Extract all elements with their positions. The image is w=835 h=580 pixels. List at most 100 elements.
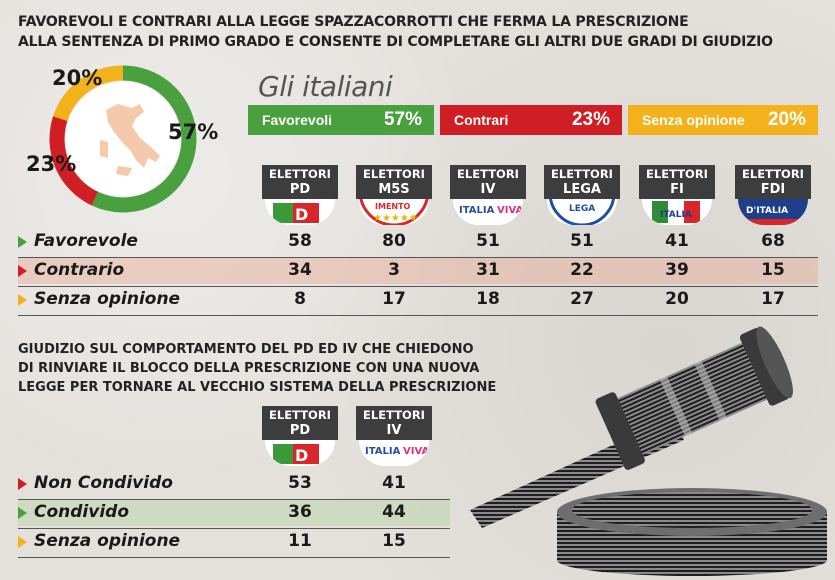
table1-cell: 39 — [665, 260, 689, 280]
donut-slice-senza — [53, 65, 124, 122]
summary-heading: Gli italiani — [258, 70, 393, 103]
table2-row: Condivido 36 44 — [18, 500, 450, 526]
summary-favorevoli: Favorevoli 57% — [248, 105, 434, 135]
table1-header-fi-line2: FI — [670, 182, 684, 197]
table1-row-label: Contrario — [34, 260, 125, 280]
main-title-line-1: FAVOREVOLI E CONTRARI ALLA LEGGE SPAZZAC… — [18, 14, 689, 30]
table1-row-marker-icon — [18, 265, 27, 277]
table1-row-marker-icon — [18, 294, 27, 306]
table1-cell: 15 — [761, 260, 785, 280]
table1-header-lega: ELETTORI LEGA — [544, 165, 620, 199]
iv-logo: ITALIA VIVA — [359, 440, 429, 466]
table1-row-divider — [18, 315, 818, 316]
donut-slice-favorevoli — [91, 65, 197, 213]
table1-header-fi-line1: ELETTORI — [646, 167, 708, 181]
svg-text:D: D — [295, 205, 308, 224]
summary-senza-label: Senza opinione — [642, 112, 745, 128]
sub-title: GIUDIZIO SUL COMPORTAMENTO DEL PD ED IV … — [18, 340, 496, 397]
svg-text:ITALIA: ITALIA — [660, 210, 692, 220]
svg-text:D: D — [295, 446, 308, 465]
sub-title-line-2: DI RINVIARE IL BLOCCO DELLA PRESCRIZIONE… — [18, 361, 480, 376]
table1-row-divider — [18, 257, 818, 258]
table1-cell: 31 — [476, 260, 500, 280]
lega-logo: LEGA — [547, 199, 617, 225]
summary-contrari: Contrari 23% — [440, 105, 622, 135]
table1-header-pd-line1: ELETTORI — [269, 167, 331, 181]
table2-row: Senza opinione 11 15 — [18, 529, 450, 555]
table2-cell: 15 — [382, 531, 406, 551]
svg-text:D'ITALIA: D'ITALIA — [746, 206, 788, 216]
table1-cell: 27 — [570, 289, 594, 309]
table2-header-pd-line2: PD — [289, 423, 311, 438]
svg-text:VIVA: VIVA — [497, 205, 523, 216]
table1-cell: 41 — [665, 231, 689, 251]
table2-header-iv-line1: ELETTORI — [363, 408, 425, 422]
svg-text:ITALIA: ITALIA — [459, 205, 495, 216]
table1-cell: 68 — [761, 231, 785, 251]
svg-text:IMENTO: IMENTO — [375, 202, 411, 211]
table1-row: Senza opinione 8 17 18 27 20 17 — [18, 287, 818, 313]
svg-text:LEGA: LEGA — [569, 204, 595, 214]
pd-logo: D — [265, 199, 335, 225]
table1-header-lega-line1: ELETTORI — [551, 167, 613, 181]
donut-label-senza: 20% — [52, 66, 103, 90]
table2-header-pd-line1: ELETTORI — [269, 408, 331, 422]
table1-row-label: Senza opinione — [34, 289, 181, 309]
fdi-logo: D'ITALIA — [738, 199, 808, 225]
table2-cell: 44 — [382, 502, 406, 522]
sub-title-line-1: GIUDIZIO SUL COMPORTAMENTO DEL PD ED IV … — [18, 342, 474, 357]
table2-cell: 11 — [288, 531, 312, 551]
pd-logo: D — [265, 440, 335, 466]
table2-row-divider — [18, 528, 450, 529]
table2-row-divider — [18, 499, 450, 500]
table1-cell: 3 — [388, 260, 400, 280]
fi-logo: ITALIA — [642, 199, 712, 225]
table1-header-fi: ELETTORI FI — [639, 165, 715, 199]
table1-header-fdi-line2: FDI — [760, 182, 786, 197]
table2-row-marker-icon — [18, 536, 27, 548]
table2-header-iv-line2: IV — [386, 423, 402, 438]
summary-contrari-label: Contrari — [454, 112, 509, 128]
table2-row-label: Non Condivido — [34, 473, 173, 493]
table1-header-iv: ELETTORI IV — [450, 165, 526, 199]
table2-row-label: Senza opinione — [34, 531, 181, 551]
table1-cell: 17 — [761, 289, 785, 309]
table1-cell: 8 — [294, 289, 306, 309]
summary-senza: Senza opinione 20% — [628, 105, 818, 135]
svg-text:★★★★★: ★★★★★ — [373, 213, 418, 224]
main-title-line-2: ALLA SENTENZA DI PRIMO GRADO E CONSENTE … — [18, 34, 773, 50]
sub-title-line-3: LEGGE PER TORNARE AL VECCHIO SISTEMA DEL… — [18, 380, 497, 395]
table1-header-pd-line2: PD — [289, 182, 311, 197]
donut-slice-contrari — [49, 116, 99, 206]
table2-cell: 36 — [288, 502, 312, 522]
table2-cell: 41 — [382, 473, 406, 493]
table1-cell: 18 — [476, 289, 500, 309]
table1-row-label: Favorevole — [34, 231, 138, 251]
table1-row: Contrario 34 3 31 22 39 15 — [18, 258, 818, 284]
main-title: FAVOREVOLI E CONTRARI ALLA LEGGE SPAZZAC… — [18, 12, 818, 52]
donut-label-favorevoli: 57% — [168, 120, 219, 144]
table1-header-iv-line2: IV — [480, 182, 496, 197]
table2-row-marker-icon — [18, 507, 27, 519]
m5s-logo: IMENTO ★★★★★ — [359, 199, 429, 225]
italy-map-icon — [100, 104, 160, 176]
table1-row-marker-icon — [18, 236, 27, 248]
table1-header-m5s: ELETTORI M5S — [356, 165, 432, 199]
table2-cell: 53 — [288, 473, 312, 493]
table1-cell: 58 — [288, 231, 312, 251]
table1-cell: 20 — [665, 289, 689, 309]
table1-cell: 51 — [476, 231, 500, 251]
table2-header-pd: ELETTORI PD — [262, 406, 338, 440]
table1-row-divider — [18, 286, 818, 287]
table2-row-marker-icon — [18, 478, 27, 490]
summary-favorevoli-label: Favorevoli — [262, 112, 333, 128]
iv-logo: ITALIA VIVA — [453, 199, 523, 225]
table1-header-pd: ELETTORI PD — [262, 165, 338, 199]
svg-text:VIVA: VIVA — [403, 446, 429, 457]
table1-header-iv-line1: ELETTORI — [457, 167, 519, 181]
table2-header-iv: ELETTORI IV — [356, 406, 432, 440]
table1-header-lega-line2: LEGA — [563, 182, 601, 197]
table1-cell: 17 — [382, 289, 406, 309]
italy-donut-chart — [49, 65, 197, 213]
table1-cell: 22 — [570, 260, 594, 280]
